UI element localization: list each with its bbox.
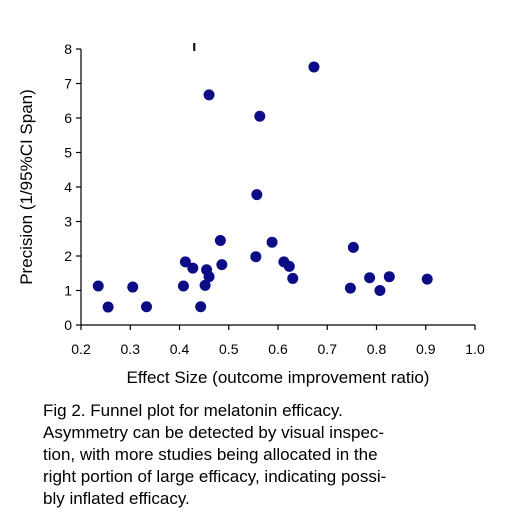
- x-ticks: 0.2 0.3 0.4 0.5 0.6 0.7 0.8 0.9 1.0: [71, 325, 485, 357]
- y-tick-label: 2: [64, 248, 72, 264]
- x-tick-label: 0.3: [121, 341, 141, 357]
- caption-line: Asymmetry can be detected by visual insp…: [43, 423, 385, 442]
- y-tick-label: 5: [64, 145, 72, 161]
- y-tick-label: 0: [64, 317, 72, 333]
- figure-caption: Fig 2. Funnel plot for melatonin efficac…: [43, 400, 482, 510]
- caption-line: right portion of large efficacy, indicat…: [43, 467, 387, 486]
- x-tick-label: 0.4: [170, 341, 190, 357]
- plot-axes: [80, 49, 475, 326]
- y-tick-label: 1: [64, 283, 72, 299]
- data-point: [203, 271, 215, 283]
- data-point: [344, 282, 356, 294]
- data-point: [216, 259, 228, 271]
- y-tick-label: 7: [64, 76, 72, 92]
- caption-line: Fig 2. Funnel plot for melatonin efficac…: [43, 401, 343, 420]
- data-point: [177, 280, 189, 292]
- y-axis-title: Precision (1/95%CI Span): [17, 89, 36, 285]
- funnel-plot: 0 1 2 3 4 5 6 7 8 0.2 0.3 0.4 0.5 0.6 0.7 0.8 0.9 1.0 Ef…: [17, 41, 485, 387]
- data-point: [421, 273, 433, 285]
- data-point: [347, 241, 359, 253]
- data-point: [250, 251, 262, 263]
- data-point: [203, 89, 215, 101]
- data-point: [214, 234, 226, 246]
- data-point: [254, 110, 266, 122]
- y-ticks: 0 1 2 3 4 5 6 7 8: [64, 41, 81, 333]
- x-tick-label: 0.5: [219, 341, 239, 357]
- data-point: [364, 272, 376, 284]
- y-tick-label: 8: [64, 41, 72, 57]
- data-point: [179, 256, 191, 268]
- data-point: [187, 262, 199, 274]
- data-points: [92, 61, 433, 313]
- x-tick-label: 0.2: [71, 341, 91, 357]
- data-point: [287, 272, 299, 284]
- x-tick-label: 0.8: [367, 341, 387, 357]
- x-tick-label: 0.6: [268, 341, 288, 357]
- data-point: [251, 189, 263, 201]
- data-point: [308, 61, 320, 73]
- caption-line: tion, with more studies being allocated …: [43, 445, 378, 464]
- data-point: [92, 280, 104, 292]
- data-point: [127, 281, 139, 293]
- y-tick-label: 4: [64, 179, 72, 195]
- data-point: [283, 260, 295, 272]
- y-tick-label: 6: [64, 110, 72, 126]
- caption-line: bly inflated efficacy.: [43, 489, 190, 508]
- data-point: [266, 236, 278, 248]
- y-tick-label: 3: [64, 214, 72, 230]
- x-tick-label: 0.7: [318, 341, 338, 357]
- x-axis-title: Effect Size (outcome improvement ratio): [127, 368, 430, 387]
- data-point: [102, 301, 114, 313]
- x-tick-label: 1.0: [465, 341, 485, 357]
- data-point: [199, 279, 211, 291]
- data-point: [383, 271, 395, 283]
- data-point: [374, 285, 386, 296]
- data-point: [141, 301, 153, 313]
- data-point: [195, 301, 207, 313]
- x-tick-label: 0.9: [416, 341, 436, 357]
